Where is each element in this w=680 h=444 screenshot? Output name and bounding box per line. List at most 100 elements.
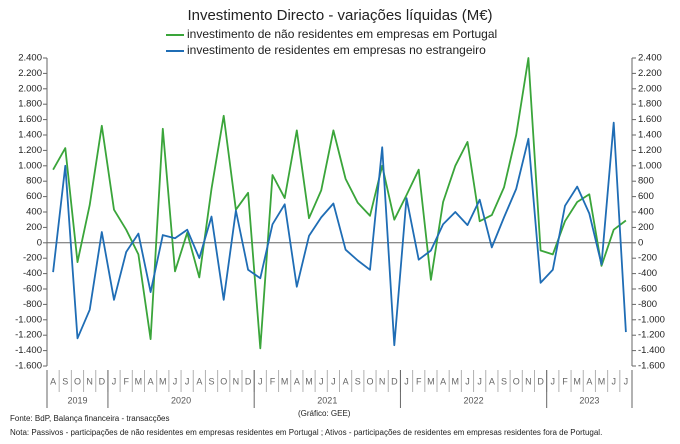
x-tick-label: J <box>611 376 616 386</box>
series-line <box>52 121 627 347</box>
x-tick-label: J <box>551 376 556 386</box>
legend-label: investimento de residentes em empresas n… <box>187 43 486 57</box>
y2-tick-label: -1.200 <box>638 330 665 341</box>
series-line <box>52 57 627 350</box>
year-label: 2021 <box>317 395 337 405</box>
x-tick-label: F <box>123 376 129 386</box>
y-tick-label: 2.200 <box>18 68 42 79</box>
y2-tick-label: 800 <box>638 176 654 187</box>
year-label: 2019 <box>67 395 87 405</box>
x-tick-label: O <box>220 376 227 386</box>
y2-tick-label: -600 <box>638 284 657 295</box>
y-tick-label: -200 <box>23 253 42 264</box>
y2-tick-label: 2.000 <box>638 83 662 94</box>
x-tick-label: A <box>586 376 592 386</box>
y-tick-label: 2.400 <box>18 53 42 64</box>
y2-tick-label: -1.400 <box>638 345 665 356</box>
x-tick-label: J <box>331 376 336 386</box>
y2-tick-label: -400 <box>638 268 657 279</box>
x-tick-label: O <box>366 376 373 386</box>
credit: (Gráfico: GEE) <box>298 409 351 418</box>
x-tick-label: M <box>573 376 581 386</box>
note: Nota: Passivos - participações de não re… <box>10 428 602 437</box>
x-tick-label: A <box>196 376 202 386</box>
y2-tick-label: 600 <box>638 191 654 202</box>
y2-tick-label: 1.200 <box>638 145 662 156</box>
y-tick-label: -1.200 <box>15 330 42 341</box>
y2-tick-label: -1.000 <box>638 314 665 325</box>
x-tick-label: F <box>270 376 276 386</box>
y2-tick-label: -1.600 <box>638 361 665 372</box>
x-tick-label: A <box>50 376 56 386</box>
x-tick-label: J <box>624 376 629 386</box>
y-tick-label: -600 <box>23 284 42 295</box>
x-tick-label: N <box>86 376 93 386</box>
y-tick-label: 1.800 <box>18 99 42 110</box>
y-tick-label: 1.600 <box>18 114 42 125</box>
x-tick-label: D <box>391 376 398 386</box>
x-tick-label: M <box>427 376 435 386</box>
y2-tick-label: 0 <box>638 237 643 248</box>
y-tick-label: 400 <box>26 207 42 218</box>
y-tick-label: 0 <box>37 237 42 248</box>
y2-tick-label: 200 <box>638 222 654 233</box>
x-tick-label: J <box>112 376 117 386</box>
x-tick-label: F <box>562 376 568 386</box>
x-tick-label: O <box>74 376 81 386</box>
y2-tick-label: -800 <box>638 299 657 310</box>
x-tick-label: M <box>135 376 143 386</box>
year-label: 2020 <box>171 395 191 405</box>
x-tick-label: A <box>489 376 495 386</box>
y-tick-label: 1.400 <box>18 130 42 141</box>
y2-tick-label: 1.000 <box>638 160 662 171</box>
y2-tick-label: 1.800 <box>638 99 662 110</box>
x-tick-label: A <box>440 376 446 386</box>
x-tick-label: O <box>513 376 520 386</box>
y-tick-label: 800 <box>26 176 42 187</box>
y-tick-label: -1.000 <box>15 314 42 325</box>
x-tick-label: N <box>233 376 240 386</box>
source: Fonte: BdP, Balança financeira - transac… <box>10 414 170 423</box>
y-tick-label: -1.600 <box>15 361 42 372</box>
y2-tick-label: 2.200 <box>638 68 662 79</box>
y2-tick-label: 400 <box>638 207 654 218</box>
x-tick-label: A <box>294 376 300 386</box>
y-tick-label: 600 <box>26 191 42 202</box>
x-tick-label: D <box>245 376 252 386</box>
x-tick-label: M <box>159 376 167 386</box>
y-tick-label: -800 <box>23 299 42 310</box>
x-tick-label: A <box>148 376 154 386</box>
x-tick-label: M <box>452 376 460 386</box>
y2-tick-label: 1.600 <box>638 114 662 125</box>
x-tick-label: J <box>319 376 324 386</box>
y-tick-label: 2.000 <box>18 83 42 94</box>
legend-label: investimento de não residentes em empres… <box>187 27 497 41</box>
x-tick-label: F <box>416 376 422 386</box>
x-tick-label: J <box>258 376 263 386</box>
year-label: 2022 <box>464 395 484 405</box>
chart-title: Investimento Directo - variações líquida… <box>187 7 492 24</box>
x-tick-label: S <box>355 376 361 386</box>
y-tick-label: 1.000 <box>18 160 42 171</box>
y-tick-label: -400 <box>23 268 42 279</box>
y-tick-label: -1.400 <box>15 345 42 356</box>
x-tick-label: M <box>598 376 606 386</box>
y-tick-label: 200 <box>26 222 42 233</box>
x-tick-label: M <box>281 376 289 386</box>
x-tick-label: N <box>379 376 386 386</box>
x-tick-label: S <box>62 376 68 386</box>
x-tick-label: J <box>404 376 409 386</box>
x-tick-label: J <box>477 376 482 386</box>
x-tick-label: M <box>305 376 313 386</box>
x-tick-label: N <box>525 376 532 386</box>
x-tick-label: D <box>537 376 544 386</box>
x-tick-label: J <box>465 376 470 386</box>
y2-tick-label: -200 <box>638 253 657 264</box>
y2-tick-label: 2.400 <box>638 53 662 64</box>
y-tick-label: 1.200 <box>18 145 42 156</box>
x-tick-label: S <box>501 376 507 386</box>
x-tick-label: S <box>209 376 215 386</box>
x-tick-label: J <box>173 376 178 386</box>
